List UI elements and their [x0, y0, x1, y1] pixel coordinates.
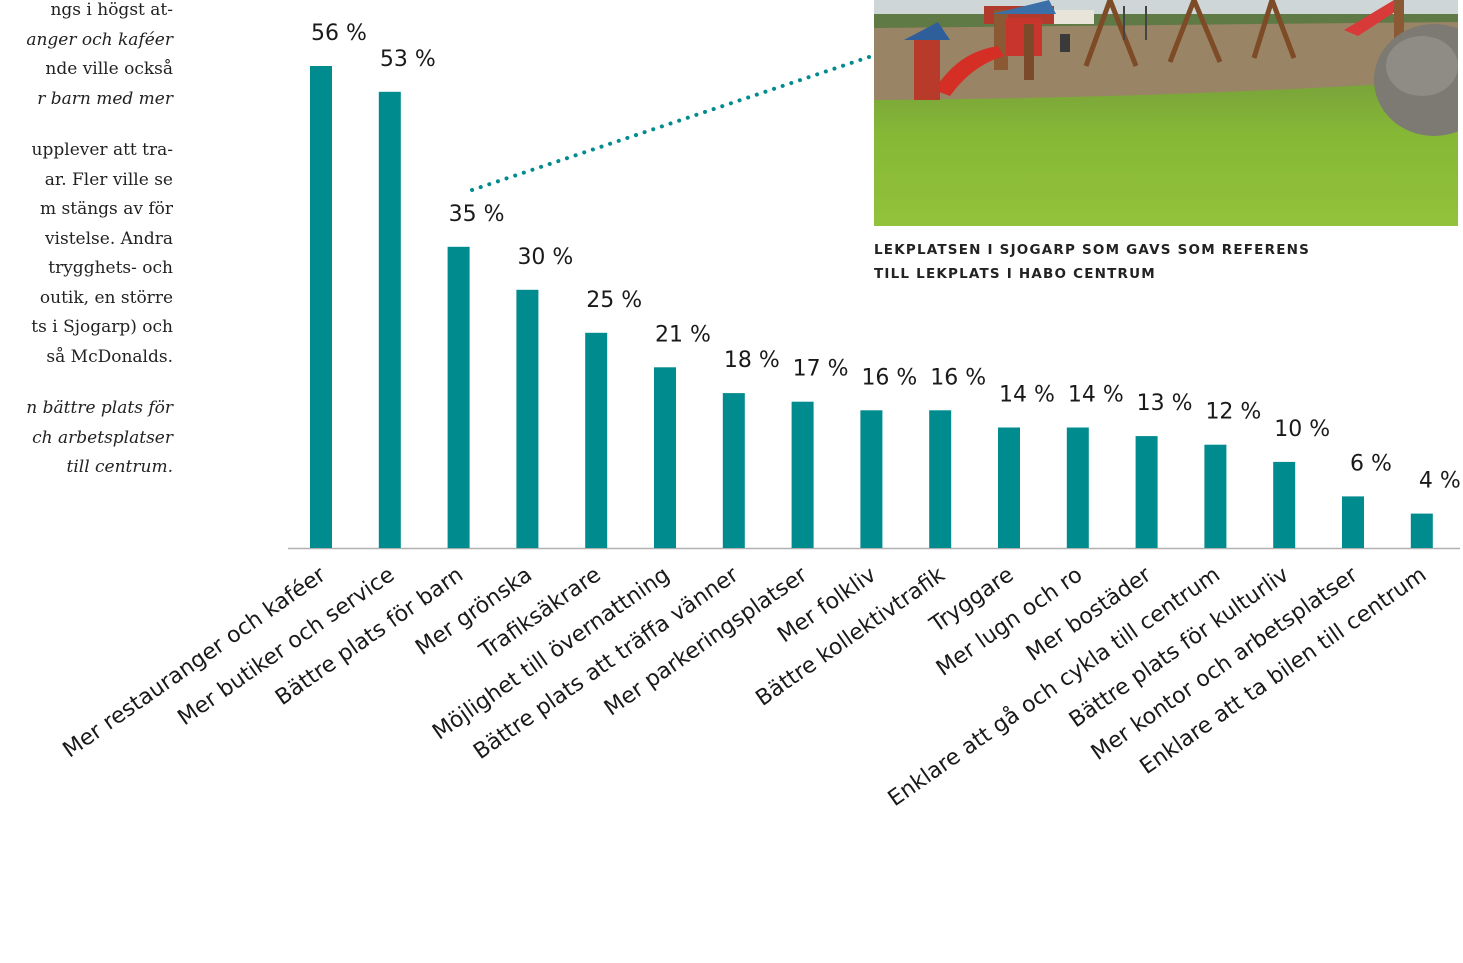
caption-line: TILL LEKPLATS I HABO CENTRUM — [874, 266, 1156, 282]
bar — [791, 401, 814, 548]
caption-line: LEKPLATSEN I SJOGARP SOM GAVS SOM REFERE… — [874, 242, 1311, 258]
text-line: trygghets- och — [48, 258, 173, 278]
category-label: Mer restauranger och kaféer — [59, 562, 332, 763]
value-label: 53 % — [380, 47, 436, 72]
bar — [860, 410, 883, 548]
photo-connector-line — [470, 54, 874, 192]
bars-group — [310, 66, 1433, 549]
value-label: 10 % — [1274, 417, 1330, 442]
value-label: 13 % — [1137, 391, 1193, 416]
body-text-column: ngs i högst at- anger och kaféer nde vil… — [0, 0, 173, 483]
value-label: 18 % — [724, 348, 780, 373]
value-label: 30 % — [517, 245, 573, 270]
bar — [1066, 427, 1089, 548]
value-label: 56 % — [311, 21, 367, 46]
text-line: så McDonalds. — [46, 346, 173, 367]
text-line: ar. Fler ville se — [44, 169, 173, 190]
value-label: 16 % — [930, 365, 986, 390]
bar — [447, 246, 470, 549]
value-label: 25 % — [586, 288, 642, 313]
value-label: 21 % — [655, 322, 711, 347]
bar — [516, 289, 539, 548]
value-label: 14 % — [999, 383, 1055, 408]
bar — [1410, 513, 1433, 548]
bar — [378, 91, 401, 549]
bar — [585, 332, 608, 548]
text-line: upplever att tra- — [31, 140, 173, 160]
text-line: till centrum. — [66, 457, 173, 477]
text-line: ch arbetsplatser — [32, 427, 173, 448]
text-line: nde ville också — [45, 59, 173, 79]
bar — [1273, 461, 1296, 548]
value-label: 6 % — [1350, 451, 1392, 476]
bar — [722, 393, 745, 548]
text-line: ngs i högst at- — [50, 0, 173, 20]
value-label: 16 % — [861, 365, 917, 390]
photo-caption: LEKPLATSEN I SJOGARP SOM GAVS SOM REFERE… — [874, 238, 1310, 286]
bar — [1342, 496, 1364, 548]
text-line: ts i Sjogarp) och — [31, 317, 173, 337]
text-line: m stängs av för — [40, 199, 173, 219]
bar — [654, 367, 676, 549]
playground-photo — [874, 0, 1458, 226]
bar — [1204, 444, 1227, 548]
bar — [310, 66, 332, 548]
value-label: 12 % — [1205, 400, 1261, 425]
playground-illustration — [874, 0, 1458, 136]
text-line: vistelse. Andra — [44, 228, 173, 249]
text-line: outik, en större — [39, 287, 173, 308]
value-labels-group: 56 % 53 % 35 % 30 % 25 % 21 % 18 % 17 % 16 % 16 %… — [311, 21, 1461, 494]
text-line: anger och kaféer — [26, 29, 173, 50]
value-label: 4 % — [1419, 469, 1461, 494]
text-line: r barn med mer — [37, 88, 173, 109]
value-label: 17 % — [793, 357, 849, 382]
value-label: 14 % — [1068, 383, 1124, 408]
bar — [998, 427, 1020, 548]
category-label: Mer grönska — [411, 562, 537, 660]
value-label: 35 % — [449, 202, 505, 227]
bar — [929, 410, 952, 548]
bar — [1135, 436, 1158, 548]
text-line: n bättre plats för — [26, 398, 173, 418]
